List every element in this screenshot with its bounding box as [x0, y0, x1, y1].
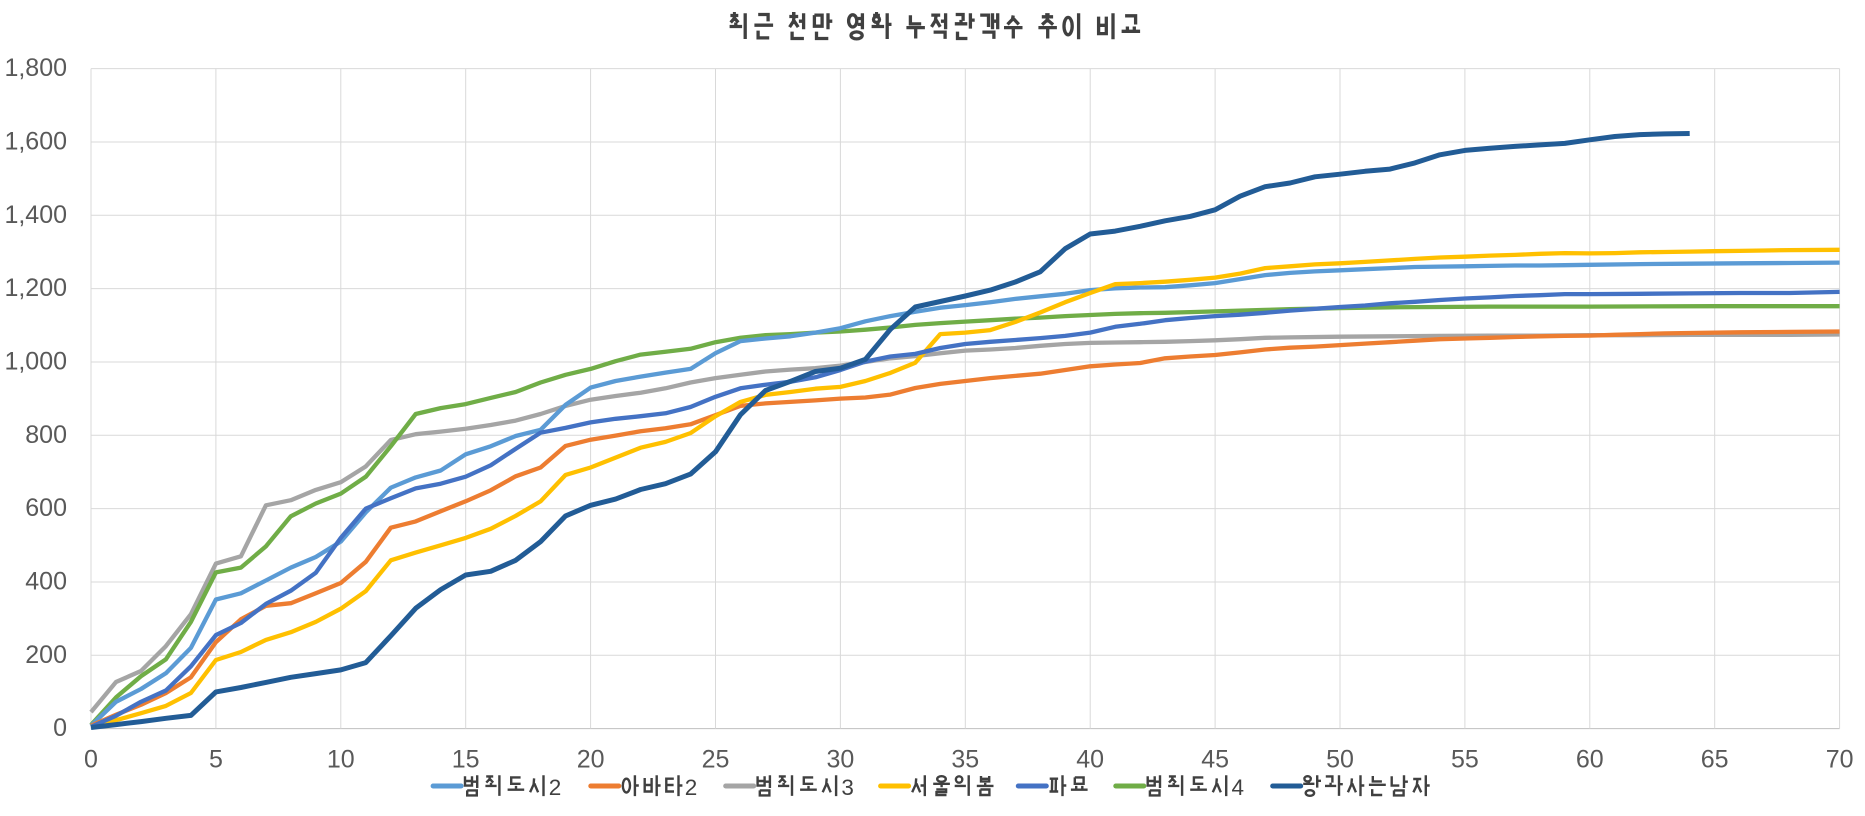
- svg-text:10: 10: [327, 746, 355, 774]
- svg-text:15: 15: [452, 746, 480, 774]
- svg-text:0: 0: [53, 714, 67, 742]
- svg-text:2: 2: [549, 775, 562, 800]
- svg-text:600: 600: [25, 494, 67, 522]
- svg-text:4: 4: [1232, 775, 1245, 800]
- svg-text:5: 5: [209, 746, 223, 774]
- svg-text:200: 200: [25, 641, 67, 669]
- svg-text:0: 0: [84, 746, 98, 774]
- svg-text:1,000: 1,000: [4, 348, 67, 376]
- svg-text:1,600: 1,600: [4, 128, 67, 156]
- svg-text:40: 40: [1076, 746, 1104, 774]
- svg-text:45: 45: [1201, 746, 1229, 774]
- svg-text:25: 25: [702, 746, 730, 774]
- svg-text:70: 70: [1826, 746, 1854, 774]
- svg-text:65: 65: [1701, 746, 1729, 774]
- svg-text:60: 60: [1576, 746, 1604, 774]
- svg-text:30: 30: [826, 746, 854, 774]
- svg-text:800: 800: [25, 421, 67, 449]
- svg-text:20: 20: [577, 746, 605, 774]
- svg-text:1,200: 1,200: [4, 274, 67, 302]
- svg-text:2: 2: [685, 775, 698, 800]
- svg-text:50: 50: [1326, 746, 1354, 774]
- svg-text:1,400: 1,400: [4, 201, 67, 229]
- svg-text:400: 400: [25, 567, 67, 595]
- svg-text:1,800: 1,800: [4, 54, 67, 82]
- svg-text:55: 55: [1451, 746, 1479, 774]
- svg-text:35: 35: [951, 746, 979, 774]
- svg-text:3: 3: [841, 775, 854, 800]
